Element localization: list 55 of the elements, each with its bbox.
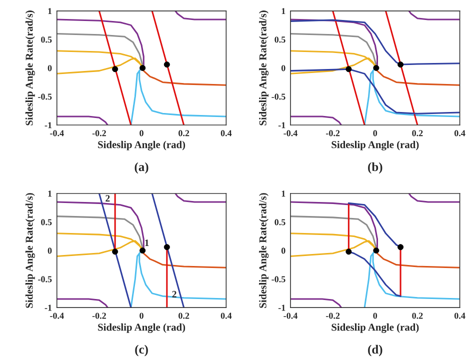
x-tick-label: 0: [373, 130, 378, 136]
y-tick-label: -1: [278, 122, 286, 128]
x-axis-title: Sideslip Angle (rad): [98, 140, 186, 150]
y-tick-label: 0.5: [274, 219, 286, 226]
y-tick-label: -0.5: [272, 276, 286, 282]
x-tick-label: -0.4: [50, 312, 64, 319]
y-tick-label: 0.5: [274, 36, 286, 43]
y-axis-title: Sideslip Angle Rate(rad/s): [25, 193, 35, 308]
y-tick-label: 1: [282, 190, 286, 197]
x-tick-label: -0.4: [284, 312, 298, 319]
x-tick-label: 0.4: [220, 130, 232, 136]
x-axis-title: Sideslip Angle (rad): [332, 323, 419, 333]
x-tick-label: 0.2: [178, 312, 190, 319]
x-tick-label: -0.2: [326, 130, 340, 136]
y-tick-label: -1: [44, 122, 52, 128]
y-tick-label: 0: [48, 248, 52, 254]
y-tick-label: -0.5: [38, 94, 52, 100]
y-axis-title: Sideslip Angle Rate(rad/s): [25, 10, 35, 126]
y-tick-label: 1: [48, 190, 52, 197]
x-axis-title: Sideslip Angle (rad): [332, 140, 419, 150]
text: (a): [134, 162, 148, 174]
y-tick-label: -0.5: [38, 276, 52, 282]
text: (b): [368, 162, 382, 174]
x-tick-label: 0.4: [220, 312, 232, 319]
x-tick-label: -0.4: [284, 130, 298, 136]
x-tick-label: -0.2: [326, 312, 340, 319]
x-tick-label: 0.2: [178, 130, 190, 136]
y-tick-label: 0: [48, 65, 52, 72]
x-tick-label: 0.2: [412, 130, 423, 136]
x-axis-title: Sideslip Angle (rad): [98, 323, 186, 333]
x-tick-label: 0: [140, 130, 144, 136]
annotation: 1: [145, 240, 149, 246]
x-tick-label: 0.4: [454, 312, 466, 319]
x-tick-label: 0.4: [454, 130, 466, 136]
x-tick-label: 0: [140, 312, 144, 319]
text: (d): [368, 344, 382, 356]
y-tick-label: -1: [44, 304, 52, 311]
y-tick-label: 0.5: [41, 36, 52, 43]
x-tick-label: -0.4: [50, 130, 64, 136]
x-tick-label: 0.2: [412, 312, 423, 319]
x-tick-label: -0.2: [92, 130, 106, 136]
annotation: 2: [106, 195, 110, 202]
y-axis-title: Sideslip Angle Rate(rad/s): [259, 193, 269, 308]
text: (c): [135, 344, 148, 356]
y-tick-label: -1: [278, 304, 286, 311]
y-tick-label: 0: [281, 65, 286, 72]
y-axis-title: Sideslip Angle Rate(rad/s): [259, 10, 269, 126]
x-tick-label: 0: [373, 312, 378, 319]
x-tick-label: -0.2: [92, 312, 106, 319]
y-tick-label: -0.5: [272, 94, 286, 100]
y-tick-label: 1: [48, 8, 52, 14]
y-tick-label: 0: [281, 248, 286, 254]
y-tick-label: 0.5: [41, 219, 52, 226]
y-tick-label: 1: [282, 8, 286, 14]
annotation: 2: [172, 290, 176, 298]
